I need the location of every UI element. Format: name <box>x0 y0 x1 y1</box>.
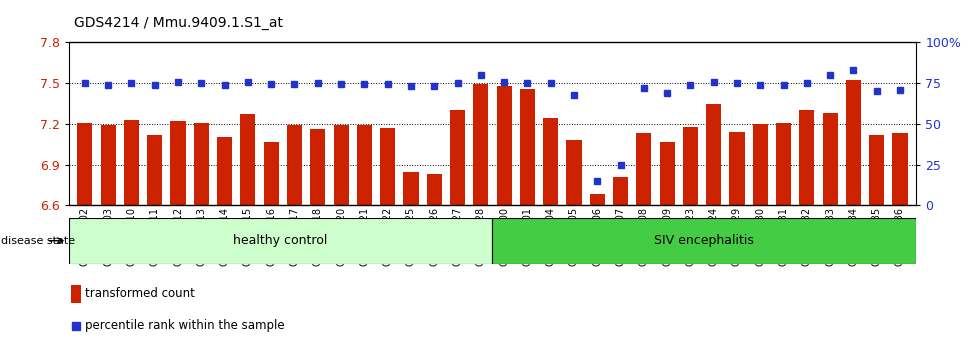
Text: healthy control: healthy control <box>233 234 327 247</box>
Bar <box>71 285 80 303</box>
Bar <box>683 127 698 205</box>
Bar <box>69 218 492 264</box>
Bar <box>519 88 535 205</box>
Bar <box>380 128 395 205</box>
Text: SIV encephalitis: SIV encephalitis <box>655 234 755 247</box>
Bar <box>264 142 278 205</box>
Bar <box>822 113 838 205</box>
Bar <box>846 80 861 205</box>
Bar <box>357 125 372 205</box>
Bar <box>123 120 139 205</box>
Bar <box>869 135 884 205</box>
Bar <box>660 142 674 205</box>
Bar <box>590 194 605 205</box>
Bar <box>893 133 907 205</box>
Bar <box>612 177 628 205</box>
Bar <box>101 125 116 205</box>
Bar <box>753 124 768 205</box>
Bar <box>147 135 163 205</box>
Text: percentile rank within the sample: percentile rank within the sample <box>85 319 285 332</box>
Bar <box>636 133 652 205</box>
Bar <box>729 132 745 205</box>
Bar <box>473 84 488 205</box>
Bar <box>404 172 418 205</box>
Bar <box>543 119 559 205</box>
Bar <box>707 103 721 205</box>
Bar <box>171 120 185 205</box>
Bar <box>497 86 512 205</box>
Text: disease state: disease state <box>1 236 75 246</box>
Bar <box>426 174 442 205</box>
Bar <box>492 218 916 264</box>
Text: transformed count: transformed count <box>85 287 195 301</box>
Bar <box>287 125 302 205</box>
Bar <box>333 125 349 205</box>
Bar <box>194 123 209 205</box>
Text: GDS4214 / Mmu.9409.1.S1_at: GDS4214 / Mmu.9409.1.S1_at <box>74 16 282 30</box>
Bar <box>450 110 465 205</box>
Bar <box>776 122 791 205</box>
Bar <box>240 114 256 205</box>
Bar <box>800 110 814 205</box>
Bar <box>566 140 581 205</box>
Bar <box>77 123 92 205</box>
Bar <box>311 129 325 205</box>
Bar <box>217 137 232 205</box>
